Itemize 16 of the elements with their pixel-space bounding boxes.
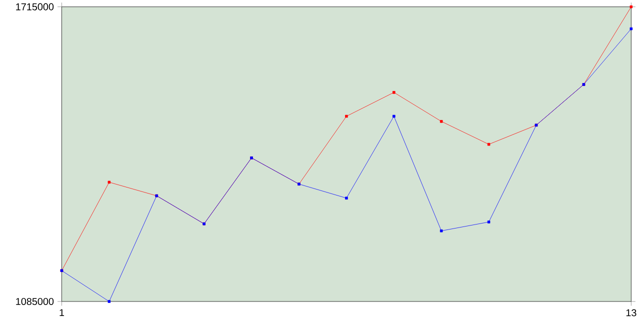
- point: [487, 220, 490, 224]
- x-tick-label: 13: [626, 309, 636, 316]
- point: [345, 114, 348, 118]
- point: [392, 90, 396, 94]
- point: [630, 5, 633, 8]
- point: [345, 196, 348, 200]
- point: [440, 120, 443, 123]
- point: [630, 27, 633, 30]
- point: [108, 180, 111, 184]
- point: [108, 300, 111, 303]
- x-tick-label: 1: [60, 309, 64, 316]
- point: [487, 142, 490, 146]
- point: [392, 114, 396, 118]
- point: [440, 229, 443, 232]
- y-tick-label: 1715000: [16, 3, 54, 10]
- y-tick-label: 1085000: [16, 298, 54, 305]
